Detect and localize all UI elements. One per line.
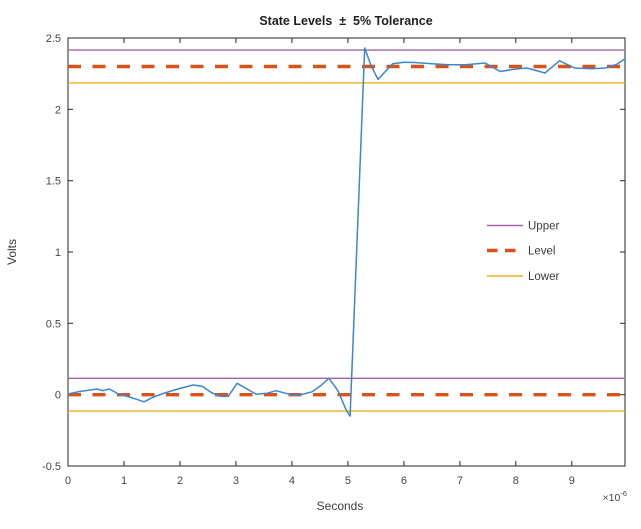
x-tick-label: 8 (513, 475, 519, 487)
plot-area: 0 1 2 3 4 5 6 7 8 9 -0.5 0 0.5 1 1.5 2 2.5 Upper Level Lo… (42, 33, 626, 487)
x-tick-label: 7 (457, 475, 463, 487)
legend-label-level: Level (528, 246, 556, 258)
x-tick-label: 6 (401, 475, 407, 487)
y-tick-label: 0 (55, 390, 61, 402)
x-tick-label: 9 (569, 475, 575, 487)
x-tick-label: 1 (121, 475, 127, 487)
legend: Upper Level Lower (487, 221, 559, 283)
y-tick-label: -0.5 (42, 461, 61, 473)
x-tick-label: 0 (65, 475, 71, 487)
signal-line (67, 47, 626, 417)
x-tick-label: 2 (177, 475, 183, 487)
legend-label-lower: Lower (528, 271, 559, 283)
y-tick-label: 1 (55, 247, 61, 259)
y-axis-ticks: -0.5 0 0.5 1 1.5 2 2.5 (42, 33, 625, 473)
x-tick-label: 3 (233, 475, 239, 487)
chart-title: State Levels ± 5% Tolerance (259, 14, 432, 28)
y-tick-label: 2 (55, 104, 61, 116)
x-exponent-label: ×10-6 (603, 489, 627, 504)
tolerance-lines (68, 49, 625, 412)
y-axis-label: Volts (5, 239, 19, 265)
x-tick-label: 5 (345, 475, 351, 487)
x-axis-ticks: 0 1 2 3 4 5 6 7 8 9 (65, 38, 575, 487)
x-axis-label: Seconds (317, 499, 364, 513)
y-tick-label: 0.5 (46, 318, 61, 330)
y-tick-label: 1.5 (46, 176, 61, 188)
legend-label-upper: Upper (528, 221, 559, 233)
x-tick-label: 4 (289, 475, 295, 487)
y-tick-label: 2.5 (46, 33, 61, 45)
